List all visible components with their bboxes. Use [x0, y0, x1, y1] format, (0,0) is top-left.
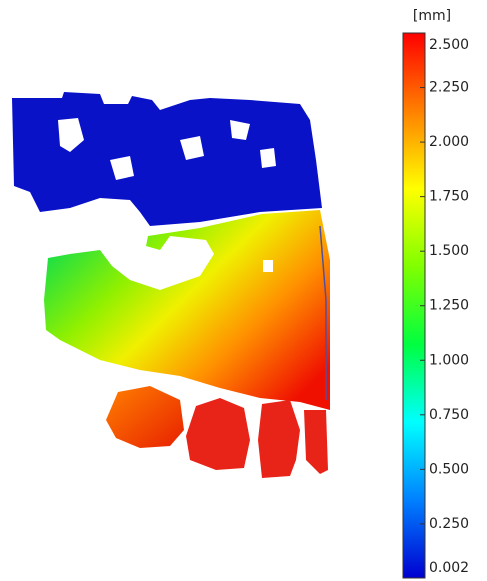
blue-region: [12, 92, 322, 226]
tick-label: 0.002: [429, 560, 469, 576]
tick-label: 0.750: [429, 407, 469, 423]
heat-region: [44, 210, 330, 410]
tick-label: 0.500: [429, 461, 469, 477]
toe-region: [186, 398, 250, 470]
tick-label: 2.000: [429, 134, 469, 150]
gap: [58, 118, 276, 180]
tick-label: 1.000: [429, 352, 469, 368]
tick-label: 1.750: [429, 189, 469, 205]
scan-surface: [12, 92, 330, 478]
gap: [263, 260, 273, 272]
toe-region: [258, 400, 300, 478]
tick-label: 2.500: [429, 37, 469, 53]
edge-line: [319, 225, 327, 400]
tick-label: 1.250: [429, 298, 469, 314]
unit-label: [mm]: [413, 8, 451, 24]
tick-label: 2.250: [429, 80, 469, 96]
tick-label: 1.500: [429, 243, 469, 259]
toe-region: [304, 410, 328, 474]
toe-region: [106, 386, 184, 448]
tick-label: 0.250: [429, 516, 469, 532]
